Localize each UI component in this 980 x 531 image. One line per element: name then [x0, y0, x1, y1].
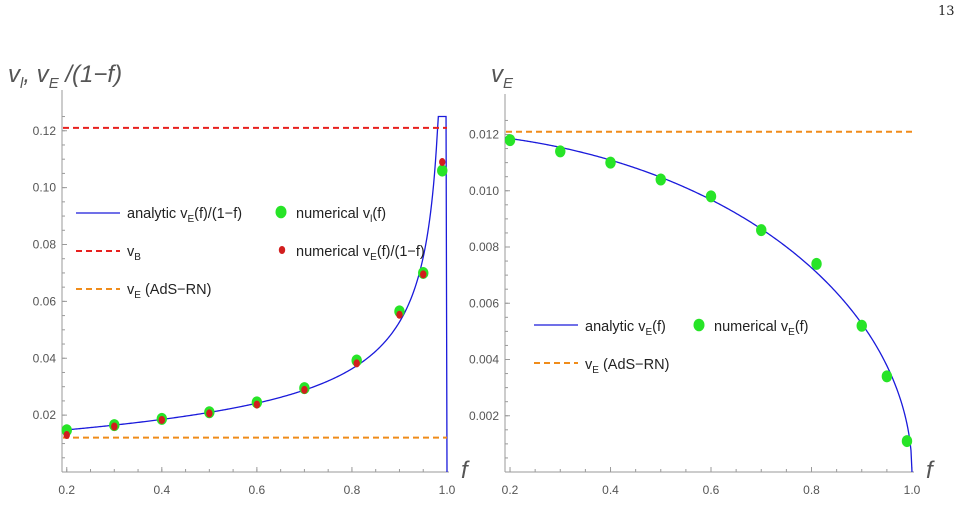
legend-vE-label: vE​ (AdS−RN) — [127, 282, 211, 301]
y-tick-label: 0.06 — [33, 294, 57, 308]
y-tick-label: 0.02 — [33, 408, 57, 422]
point-green — [901, 435, 913, 448]
y-tick-label: 0.08 — [33, 238, 57, 252]
chart-right-group: 0.2 0.4 0.6 0.8 1.0 0.002 0.004 0.006 0.008 0.010… — [469, 61, 935, 497]
y-tick-label: 0.004 — [469, 353, 499, 367]
x-axis-title: f — [461, 457, 470, 484]
y-tick-label: 0.002 — [469, 409, 499, 423]
y-axis-title: vE​ — [491, 61, 514, 92]
point-red — [353, 359, 360, 368]
y-tick-label: 0.12 — [33, 124, 57, 138]
x-tick-label: 0.4 — [602, 483, 619, 497]
point-green — [856, 319, 867, 332]
point-green — [811, 257, 822, 270]
legend-numerical-vE-label: numerical vE​(f)/(1−f) — [296, 244, 425, 263]
point-red — [111, 422, 118, 431]
point-green — [705, 190, 717, 203]
legend-analytic-label: analytic vE​(f)/(1−f) — [127, 206, 242, 225]
point-red — [301, 385, 308, 394]
point-green — [655, 173, 666, 186]
point-red — [63, 431, 70, 440]
x-tick-label: 0.2 — [502, 483, 519, 497]
y-tick-label: 0.04 — [33, 351, 57, 365]
point-green — [756, 224, 767, 237]
legend-numerical-label: numerical vE​(f) — [714, 319, 809, 338]
y-tick-label: 0.008 — [469, 240, 499, 254]
series-analytic-line — [504, 137, 913, 473]
point-green — [437, 164, 448, 177]
legend-marker-green — [693, 318, 705, 332]
point-green — [555, 145, 566, 158]
point-red — [253, 400, 261, 409]
x-axis-title: f — [926, 457, 935, 484]
y-tick-label: 0.010 — [469, 184, 499, 198]
x-tick-label: 1.0 — [439, 483, 456, 497]
point-red — [206, 409, 213, 418]
x-tick-label: 0.2 — [58, 483, 75, 497]
y-axis-title: vl​, vE​ /(1−f) — [8, 61, 122, 92]
x-tick-label: 0.8 — [803, 483, 820, 497]
x-tick-label: 0.6 — [249, 483, 266, 497]
y-tick-label: 0.012 — [469, 128, 499, 142]
x-tick-label: 0.4 — [153, 483, 170, 497]
point-red — [396, 310, 403, 319]
series-analytic-line — [61, 115, 448, 473]
point-green — [881, 370, 893, 383]
chart-left-group: 0.2 0.4 0.6 0.8 1.0 0.02 0.04 0.06 0.08 0.10 0.12 f… — [8, 61, 470, 497]
point-red — [439, 158, 446, 167]
point-green — [605, 156, 616, 169]
x-tick-label: 1.0 — [904, 483, 921, 497]
x-tick-label: 0.6 — [703, 483, 720, 497]
point-red — [158, 415, 166, 424]
y-tick-label: 0.006 — [469, 296, 499, 310]
legend-marker-green — [275, 205, 287, 219]
legend-vb-label: vB​ — [127, 244, 141, 263]
legend-vE-label: vE​ (AdS−RN) — [585, 357, 669, 376]
legend-numerical-vl-label: numerical vl​(f) — [296, 206, 386, 225]
page-number: 13 — [938, 4, 955, 19]
legend-marker-red — [278, 246, 286, 254]
legend-analytic-label: analytic vE​(f) — [585, 319, 666, 338]
point-red — [420, 270, 427, 279]
y-tick-label: 0.10 — [33, 181, 57, 195]
x-tick-label: 0.8 — [344, 483, 361, 497]
point-green — [504, 134, 516, 147]
